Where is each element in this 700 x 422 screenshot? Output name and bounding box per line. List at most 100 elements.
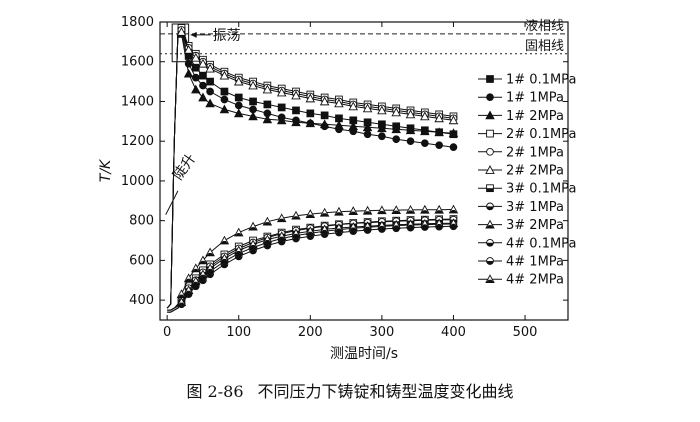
data-point xyxy=(191,73,200,82)
legend-marker-fill xyxy=(486,206,494,210)
data-point xyxy=(405,109,416,119)
data-point xyxy=(420,126,430,136)
data-point xyxy=(305,93,316,103)
data-point xyxy=(362,103,373,113)
annotation-arrow xyxy=(165,190,179,215)
data-point-fill xyxy=(306,214,315,218)
data-point xyxy=(276,115,287,125)
data-point-fill xyxy=(392,210,401,214)
data-point xyxy=(334,120,344,130)
data-point xyxy=(234,101,243,110)
legend-label: 2# 2MPa xyxy=(506,164,564,179)
data-point-fill xyxy=(249,250,257,254)
data-point-fill xyxy=(184,290,193,294)
data-point xyxy=(448,128,459,138)
y-tick-label: 800 xyxy=(129,214,154,229)
data-point-fill xyxy=(349,211,358,215)
legend-marker xyxy=(486,147,494,156)
data-point-fill xyxy=(292,216,300,220)
data-point-fill xyxy=(349,227,358,231)
data-point xyxy=(320,111,329,120)
caption-text: 不同压力下铸锭和铸型温度变化曲线 xyxy=(257,382,514,401)
data-point-fill xyxy=(364,230,371,234)
data-point-fill xyxy=(221,264,228,268)
data-point xyxy=(191,63,200,72)
data-point xyxy=(334,98,344,108)
reference-line-label: 液相线 xyxy=(525,19,564,34)
data-point-fill xyxy=(220,241,229,244)
data-point xyxy=(206,77,214,86)
chart: 0 100 200 300 400 500 400 600 800 1000 1200 1400 160… xyxy=(98,15,576,362)
data-point xyxy=(348,101,359,111)
legend-label: 2# 1MPa xyxy=(506,145,564,160)
data-point-fill xyxy=(420,224,429,228)
data-point xyxy=(448,115,459,125)
plot-frame xyxy=(159,21,569,321)
data-point xyxy=(319,119,330,129)
data-point-fill xyxy=(263,222,272,226)
legend-marker xyxy=(486,93,494,102)
x-axis-label: 测温时间/s xyxy=(330,346,398,362)
data-point xyxy=(392,135,401,144)
x-tick-label: 200 xyxy=(298,325,323,340)
data-point-fill xyxy=(206,268,215,272)
data-point xyxy=(362,122,373,132)
data-point xyxy=(305,118,316,128)
data-point xyxy=(183,44,194,54)
legend-marker-fill xyxy=(486,188,494,192)
data-point xyxy=(219,70,230,80)
legend-marker xyxy=(485,165,495,174)
legend-label: 2# 0.1MPa xyxy=(506,127,576,142)
x-tick-label: 300 xyxy=(369,325,394,340)
y-tick-label: 1000 xyxy=(121,174,154,189)
data-point-fill xyxy=(263,245,271,249)
y-tick-label: 1400 xyxy=(121,94,154,109)
data-point-fill xyxy=(363,226,372,230)
data-point xyxy=(391,107,401,117)
data-point xyxy=(262,114,273,124)
data-point xyxy=(291,117,301,127)
legend-label: 1# 0.1MPa xyxy=(506,73,576,88)
plot-area: 0 100 200 300 400 500 400 600 800 1000 1200 1400 160… xyxy=(98,15,576,362)
data-point-fill xyxy=(249,245,258,248)
data-point xyxy=(206,87,214,96)
data-point-fill xyxy=(406,224,415,228)
data-point xyxy=(198,92,208,102)
data-point-fill xyxy=(263,240,272,243)
data-point xyxy=(263,100,272,109)
data-point-fill xyxy=(277,236,286,240)
data-point xyxy=(199,81,207,90)
y-tick-label: 1600 xyxy=(121,55,154,70)
data-point xyxy=(276,87,287,97)
data-point xyxy=(391,124,401,134)
data-point xyxy=(420,139,429,148)
data-point-fill xyxy=(292,233,300,237)
data-point-fill xyxy=(320,213,329,217)
data-point xyxy=(183,68,194,78)
data-point-fill xyxy=(435,223,444,227)
data-point-fill xyxy=(198,260,207,264)
legend-label: 4# 2MPa xyxy=(506,273,564,288)
data-point-fill xyxy=(199,280,207,284)
y-tick-label: 400 xyxy=(129,293,154,308)
data-point-fill xyxy=(292,238,300,242)
data-point xyxy=(435,141,444,150)
legend-label: 4# 0.1MPa xyxy=(506,236,576,251)
data-point-fill xyxy=(435,210,444,214)
data-point xyxy=(248,111,258,121)
y-tick-label: 600 xyxy=(129,253,154,268)
x-tick-label: 500 xyxy=(513,325,538,340)
data-point xyxy=(420,111,430,121)
data-point-fill xyxy=(277,218,286,222)
data-point-fill xyxy=(191,268,200,272)
data-point-fill xyxy=(306,236,314,240)
data-point xyxy=(176,26,187,36)
legend-label: 3# 0.1MPa xyxy=(506,182,576,197)
data-point xyxy=(248,80,258,90)
x-tick-label: 0 xyxy=(163,325,171,340)
data-point xyxy=(363,130,372,139)
data-point-fill xyxy=(406,210,415,214)
data-point xyxy=(434,113,444,123)
data-point xyxy=(220,87,229,96)
data-point xyxy=(219,104,230,114)
